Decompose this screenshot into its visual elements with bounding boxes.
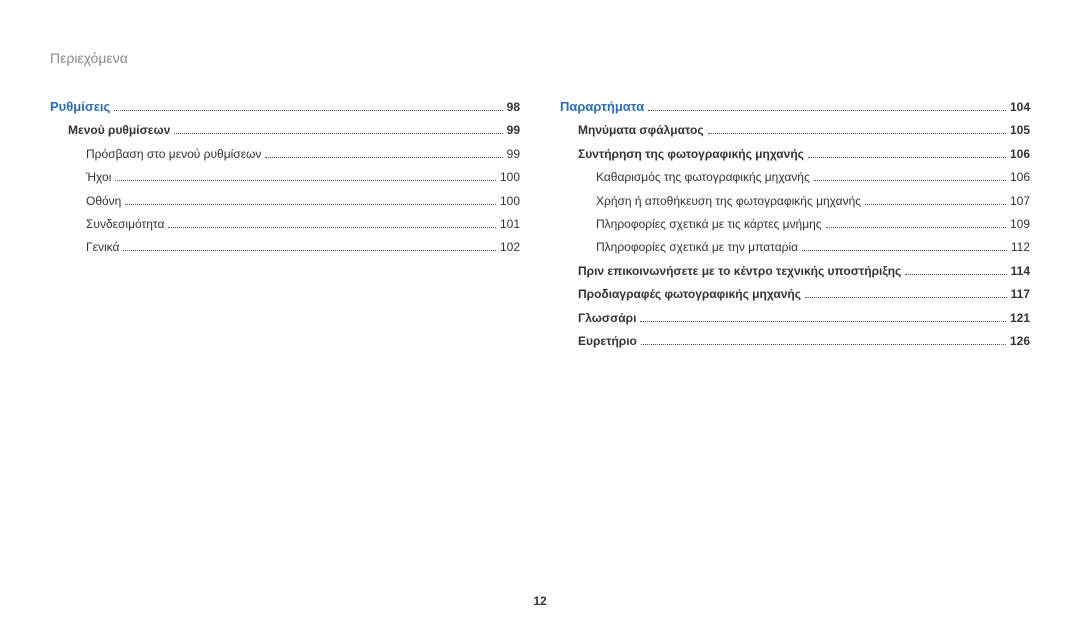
toc-title: Γλωσσάρι [578,307,636,330]
toc-column-left: Ρυθμίσεις98Μενού ρυθμίσεων99Πρόσβαση στο… [50,94,520,353]
toc-title: Μηνύματα σφάλματος [578,119,704,142]
toc-entry: Πληροφορίες σχετικά με την μπαταρία 112 [560,236,1030,259]
toc-title: Προδιαγραφές φωτογραφικής μηχανής [578,283,801,306]
toc-leader-dots [123,250,496,251]
toc-entry: Παραρτήματα 104 [560,94,1030,119]
toc-entry: Συνδεσιμότητα 101 [50,213,520,236]
toc-leader-dots [114,110,502,111]
toc-page: 121 [1010,307,1030,330]
toc-title: Συνδεσιμότητα [86,213,164,236]
toc-title: Πριν επικοινωνήσετε με το κέντρο τεχνική… [578,260,901,283]
toc-page: 99 [507,143,520,166]
toc-entry: Καθαρισμός της φωτογραφικής μηχανής 106 [560,166,1030,189]
toc-leader-dots [905,274,1006,275]
toc-leader-dots [641,344,1006,345]
page-number: 12 [0,594,1080,608]
toc-leader-dots [168,227,496,228]
toc-title: Γενικά [86,236,119,259]
toc-leader-dots [708,133,1006,134]
toc-leader-dots [826,227,1006,228]
toc-leader-dots [648,110,1006,111]
toc-leader-dots [814,180,1006,181]
toc-title: Πληροφορίες σχετικά με την μπαταρία [596,236,798,259]
page-header: Περιεχόμενα [50,50,1030,66]
toc-page: 109 [1010,213,1030,236]
toc-leader-dots [865,204,1006,205]
toc-entry: Πρόσβαση στο μενού ρυθμίσεων 99 [50,143,520,166]
toc-page: 105 [1010,119,1030,142]
toc-leader-dots [115,180,496,181]
toc-page: 98 [507,96,520,119]
toc-title: Ευρετήριο [578,330,637,353]
toc-title: Πληροφορίες σχετικά με τις κάρτες μνήμης [596,213,822,236]
toc-entry: Γενικά 102 [50,236,520,259]
toc-page: 126 [1010,330,1030,353]
toc-leader-dots [802,250,1007,251]
toc-columns: Ρυθμίσεις98Μενού ρυθμίσεων99Πρόσβαση στο… [50,94,1030,353]
toc-title: Ρυθμίσεις [50,94,110,119]
toc-entry: Ρυθμίσεις 98 [50,94,520,119]
toc-entry: Συντήρηση της φωτογραφικής μηχανής 106 [560,143,1030,166]
toc-page: 112 [1011,236,1030,259]
toc-title: Μενού ρυθμίσεων [68,119,170,142]
toc-entry: Προδιαγραφές φωτογραφικής μηχανής 117 [560,283,1030,306]
toc-leader-dots [174,133,502,134]
toc-title: Καθαρισμός της φωτογραφικής μηχανής [596,166,810,189]
toc-entry: Γλωσσάρι 121 [560,307,1030,330]
toc-page: 101 [500,213,520,236]
toc-entry: Χρήση ή αποθήκευση της φωτογραφικής μηχα… [560,190,1030,213]
toc-page: 107 [1010,190,1030,213]
toc-leader-dots [808,157,1006,158]
toc-entry: Μενού ρυθμίσεων 99 [50,119,520,142]
toc-leader-dots [265,157,502,158]
toc-page: 102 [500,236,520,259]
toc-title: Πρόσβαση στο μενού ρυθμίσεων [86,143,261,166]
toc-leader-dots [125,204,496,205]
toc-title: Χρήση ή αποθήκευση της φωτογραφικής μηχα… [596,190,861,213]
toc-entry: Μηνύματα σφάλματος 105 [560,119,1030,142]
toc-leader-dots [805,297,1007,298]
toc-title: Παραρτήματα [560,94,644,119]
toc-title: Ήχοι [86,166,111,189]
toc-title: Οθόνη [86,190,121,213]
toc-entry: Πριν επικοινωνήσετε με το κέντρο τεχνική… [560,260,1030,283]
toc-page: 100 [500,190,520,213]
toc-entry: Πληροφορίες σχετικά με τις κάρτες μνήμης… [560,213,1030,236]
toc-page: 99 [507,119,520,142]
toc-leader-dots [640,321,1006,322]
toc-page: 100 [500,166,520,189]
toc-page: 106 [1010,143,1030,166]
toc-title: Συντήρηση της φωτογραφικής μηχανής [578,143,804,166]
toc-page: 106 [1010,166,1030,189]
toc-page: 117 [1011,283,1030,306]
toc-page: 114 [1011,260,1030,283]
toc-entry: Ήχοι 100 [50,166,520,189]
toc-page: 104 [1010,96,1030,119]
toc-entry: Οθόνη 100 [50,190,520,213]
toc-entry: Ευρετήριο 126 [560,330,1030,353]
toc-column-right: Παραρτήματα104Μηνύματα σφάλματος105Συντή… [560,94,1030,353]
